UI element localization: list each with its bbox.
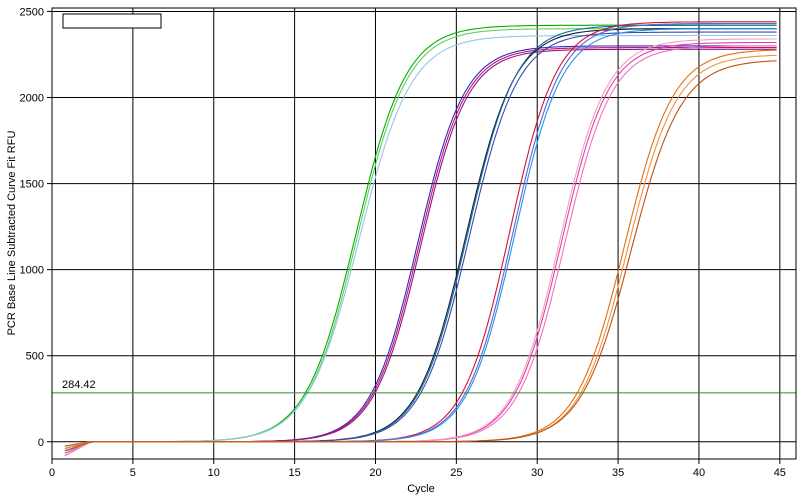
y-tick-label: 0 <box>38 437 44 449</box>
legend-box <box>62 13 162 29</box>
axis-ticks: 0 5 10 15 20 25 30 35 40 45 0 500 1000 1500 2000 2500 <box>20 6 786 479</box>
plot-frame <box>51 7 797 460</box>
amplification-curves <box>64 21 777 457</box>
x-tick-label: 40 <box>693 467 705 479</box>
x-tick-label: 10 <box>208 467 220 479</box>
x-tick-label: 5 <box>130 467 136 479</box>
x-tick-label: 20 <box>369 467 381 479</box>
x-tick-label: 45 <box>774 467 786 479</box>
threshold-group: 284.42 <box>52 379 796 394</box>
x-tick-label: 0 <box>49 467 55 479</box>
x-tick-label: 30 <box>531 467 543 479</box>
x-tick-label: 35 <box>612 467 624 479</box>
x-axis-title: Cycle <box>407 483 435 495</box>
x-tick-label: 25 <box>450 467 462 479</box>
x-tick-label: 15 <box>288 467 300 479</box>
amplification-curve <box>64 60 777 452</box>
y-tick-label: 2500 <box>20 6 44 18</box>
y-tick-label: 2000 <box>20 93 44 105</box>
threshold-label: 284.42 <box>62 379 96 391</box>
y-tick-label: 500 <box>26 351 44 363</box>
y-tick-label: 1000 <box>20 265 44 277</box>
y-tick-label: 1500 <box>20 179 44 191</box>
y-axis-title: PCR Base Line Subtracted Curve Fit RFU <box>6 131 18 336</box>
